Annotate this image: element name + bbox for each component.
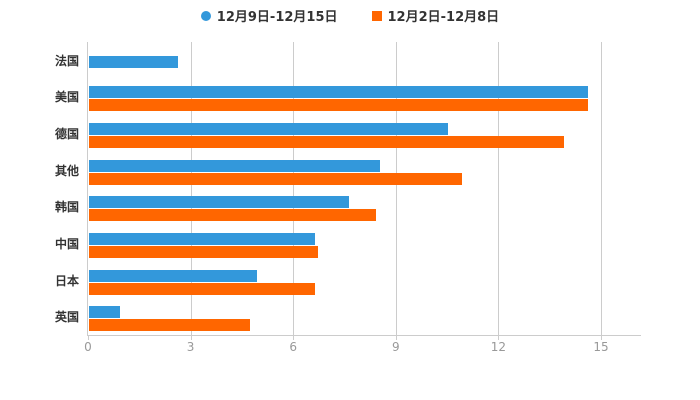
legend-marker-circle-icon <box>200 10 211 21</box>
x-tick-label: 3 <box>186 340 195 354</box>
legend-item-label: 12月9日-12月15日 <box>216 10 338 25</box>
legend: 12月9日-12月15日 12月2日-12月8日 <box>0 6 700 25</box>
axis-tick <box>293 335 295 340</box>
category-label: 中国 <box>54 236 79 251</box>
category-label: 法国 <box>54 53 79 68</box>
x-tick-label: 15 <box>593 340 609 354</box>
x-tick-label: 12 <box>490 340 507 354</box>
bar-week-dec2-8-cat4[interactable] <box>89 209 377 222</box>
category-label: 日本 <box>54 273 79 288</box>
gridline <box>293 42 295 335</box>
x-tick-label: 6 <box>289 340 298 354</box>
bar-week-dec2-8-cat3[interactable] <box>89 172 462 185</box>
gridline <box>498 42 500 335</box>
axis-tick <box>190 335 192 340</box>
gridline <box>190 42 192 335</box>
axis-tick <box>601 335 602 340</box>
x-tick-label: 9 <box>391 340 400 354</box>
category-label: 美国 <box>54 90 79 105</box>
axis-tick <box>395 335 397 340</box>
bar-week-dec2-8-cat5[interactable] <box>89 245 319 258</box>
bar-week-dec9-15-cat7[interactable] <box>89 306 120 319</box>
axis-tick <box>88 335 89 340</box>
gridline <box>601 42 602 335</box>
legend-marker-square-icon <box>371 10 382 21</box>
category-label: 韩国 <box>54 200 79 215</box>
bar-week-dec9-15-cat0[interactable] <box>89 56 178 69</box>
bar-week-dec9-15-cat4[interactable] <box>89 196 349 209</box>
legend-item-label: 12月2日-12月8日 <box>387 10 500 25</box>
x-tick-label: 0 <box>84 340 92 354</box>
gridline <box>395 42 397 335</box>
bar-week-dec2-8-cat1[interactable] <box>89 99 589 112</box>
bar-week-dec2-8-cat6[interactable] <box>89 282 315 295</box>
plot-area: 0 3 6 9 12 15 法国美国德国其他韩国中国日本英国 <box>55 42 641 354</box>
bar-week-dec2-8-cat2[interactable] <box>89 136 565 149</box>
bar-week-dec9-15-cat6[interactable] <box>89 269 257 282</box>
bar-week-dec9-15-cat2[interactable] <box>89 123 449 136</box>
legend-item-week-dec2-8[interactable]: 12月2日-12月8日 <box>371 6 500 25</box>
category-label: 英国 <box>54 310 79 325</box>
legend-item-week-dec9-15[interactable]: 12月9日-12月15日 <box>200 6 338 25</box>
category-label: 其他 <box>54 163 79 178</box>
bar-week-dec9-15-cat3[interactable] <box>89 159 380 172</box>
bar-week-dec9-15-cat5[interactable] <box>89 232 315 245</box>
axis-tick <box>498 335 500 340</box>
bar-week-dec2-8-cat7[interactable] <box>89 319 250 332</box>
bar-week-dec9-15-cat1[interactable] <box>89 86 589 99</box>
category-label: 德国 <box>54 127 79 142</box>
